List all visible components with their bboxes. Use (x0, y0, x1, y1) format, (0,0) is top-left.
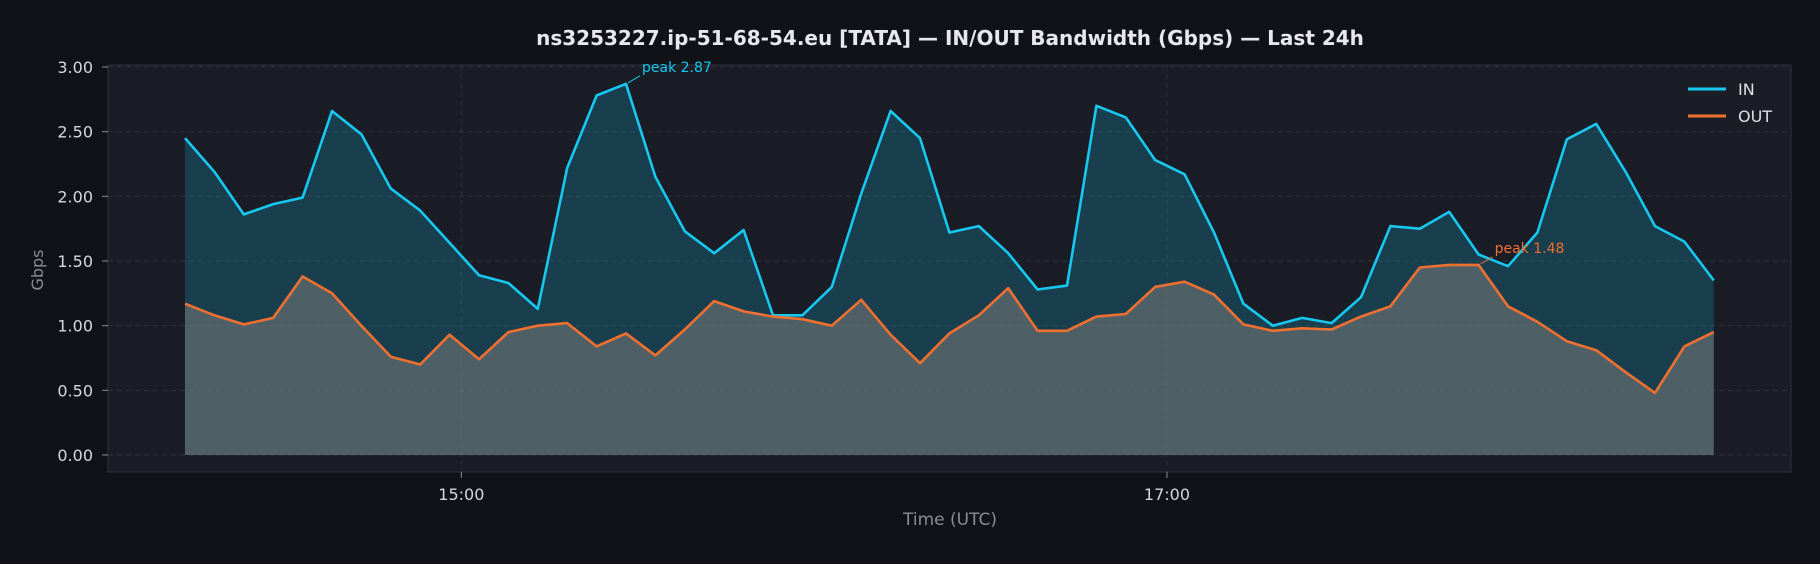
x-axis-ticks: 15:00 17:00 (438, 472, 1190, 504)
x-tick-label: 17:00 (1144, 485, 1190, 504)
y-tick-label: 2.50 (57, 123, 93, 142)
legend-label-out: OUT (1738, 107, 1772, 126)
y-tick-label: 0.00 (57, 446, 93, 465)
y-tick-label: 2.00 (57, 187, 93, 206)
legend-label-in: IN (1738, 80, 1755, 99)
annotations: peak 2.87 peak 1.48 (627, 60, 1565, 265)
series-areas (185, 83, 1714, 456)
y-tick-label: 3.00 (57, 58, 93, 77)
y-axis-ticks: 0.00 0.50 1.00 1.50 2.00 2.50 3.00 (57, 58, 108, 465)
line-out (184, 263, 1715, 395)
annotation-pointer (627, 75, 641, 84)
annotation-pointer (1480, 256, 1493, 265)
chart-title: ns3253227.ip-51-68-54.eu [TATA] — IN/OUT… (536, 26, 1364, 50)
annotation-in-peak: peak 2.87 (642, 60, 712, 76)
area-out (185, 264, 1714, 455)
line-in (184, 82, 1715, 327)
y-tick-label: 1.00 (57, 317, 93, 336)
annotation-out-peak: peak 1.48 (1495, 241, 1565, 257)
x-axis-label: Time (UTC) (902, 510, 997, 530)
series-lines (184, 82, 1715, 395)
y-tick-label: 1.50 (57, 252, 93, 271)
y-axis-label: Gbps (28, 249, 47, 290)
y-tick-label: 0.50 (57, 381, 93, 400)
x-tick-label: 15:00 (438, 485, 484, 504)
legend: IN OUT (1688, 80, 1772, 126)
